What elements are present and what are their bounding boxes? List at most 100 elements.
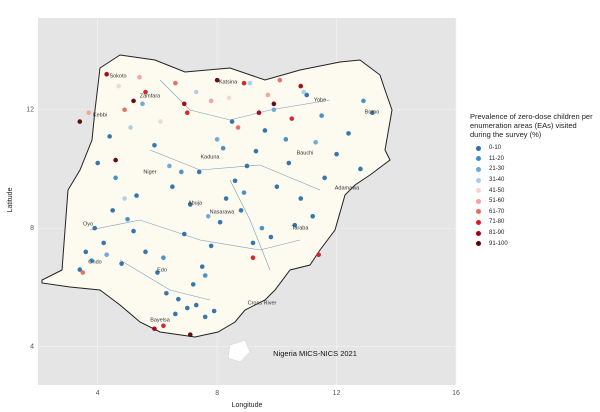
point — [122, 107, 127, 113]
point — [370, 110, 375, 116]
point — [202, 314, 208, 320]
legend-swatch — [476, 209, 481, 215]
legend-item: 81-90 — [470, 228, 598, 239]
point — [184, 305, 190, 311]
point — [161, 323, 166, 329]
point — [143, 89, 148, 95]
point — [104, 252, 109, 258]
legend-item: 61-70 — [470, 207, 598, 218]
point — [310, 213, 315, 219]
point — [152, 142, 157, 148]
point — [256, 110, 262, 116]
point — [137, 74, 142, 80]
point — [241, 80, 247, 86]
point — [140, 101, 145, 107]
point — [131, 228, 136, 234]
place-labels: Sokoto Kebbi Zamfara Katsina Yobe Borno Kaduna… — [83, 73, 379, 323]
point — [211, 308, 217, 314]
point — [226, 95, 232, 101]
point — [104, 71, 109, 77]
legend-label: 81-90 — [489, 230, 505, 237]
legend-swatch — [476, 166, 481, 172]
point — [83, 249, 89, 255]
point — [125, 216, 130, 222]
legend-swatch — [476, 230, 481, 236]
point — [187, 332, 193, 337]
point — [250, 240, 256, 246]
legend-item: 31-40 — [470, 175, 598, 186]
legend-swatch — [476, 145, 481, 151]
place-label: Katsina — [219, 79, 238, 85]
point — [283, 137, 289, 142]
point — [152, 326, 157, 332]
point — [89, 258, 95, 263]
place-label: Taraba — [292, 225, 310, 231]
legend-label: 51-60 — [489, 198, 505, 205]
point — [268, 234, 274, 240]
island — [227, 339, 251, 363]
legend-label: 91-100 — [489, 240, 508, 247]
point — [313, 140, 318, 145]
point — [131, 98, 136, 104]
point — [116, 83, 121, 89]
point — [274, 184, 280, 190]
point — [301, 89, 307, 95]
point — [292, 222, 298, 228]
point — [358, 166, 363, 172]
legend-swatch — [476, 177, 481, 183]
point — [334, 151, 339, 157]
point — [119, 261, 124, 266]
legend-item: 51-60 — [470, 196, 598, 207]
legend-swatch — [476, 156, 481, 162]
place-label: Borno — [365, 109, 380, 115]
place-label: Sokoto — [109, 73, 126, 79]
point — [202, 273, 208, 278]
place-label: Ondo — [88, 259, 101, 265]
point — [155, 270, 160, 275]
annotation: Nigeria MICS-NICS 2021 — [273, 349, 357, 358]
point — [164, 290, 169, 296]
place-label: Yobe — [314, 97, 326, 103]
point — [217, 219, 223, 225]
y-tick-label: 12 — [26, 107, 34, 114]
x-axis-title: Longitude — [232, 402, 263, 409]
point — [214, 137, 220, 142]
point — [199, 264, 205, 269]
legend-label: 61-70 — [489, 208, 505, 215]
point — [170, 184, 175, 190]
point — [122, 196, 127, 201]
point — [361, 98, 366, 104]
place-label: Abuja — [188, 200, 203, 206]
point — [184, 110, 190, 116]
place-label: Cross River — [248, 300, 277, 306]
point — [86, 110, 92, 116]
legend-label: 11-20 — [489, 155, 504, 162]
point — [182, 231, 187, 237]
point — [247, 80, 253, 86]
point — [173, 80, 178, 86]
point — [193, 302, 199, 308]
point — [271, 107, 277, 113]
point — [128, 125, 133, 130]
legend-item: 21-30 — [470, 164, 598, 175]
point — [205, 213, 211, 219]
point — [77, 119, 83, 124]
point — [161, 255, 166, 261]
place-label: Nasarawa — [210, 209, 236, 215]
legend-item: 0-10 — [470, 143, 598, 154]
point — [220, 145, 226, 151]
place-label: Zamfara — [140, 93, 161, 99]
point — [208, 98, 214, 104]
point — [322, 175, 327, 181]
point — [241, 190, 247, 195]
state-borders — [89, 79, 331, 301]
point — [289, 116, 295, 121]
place-label: Bauchi — [297, 150, 314, 156]
point — [187, 202, 193, 207]
legend-label: 0-10 — [489, 145, 502, 152]
legend-label: 71-80 — [489, 219, 505, 226]
point — [113, 175, 118, 181]
y-tick-label: 8 — [30, 225, 34, 232]
